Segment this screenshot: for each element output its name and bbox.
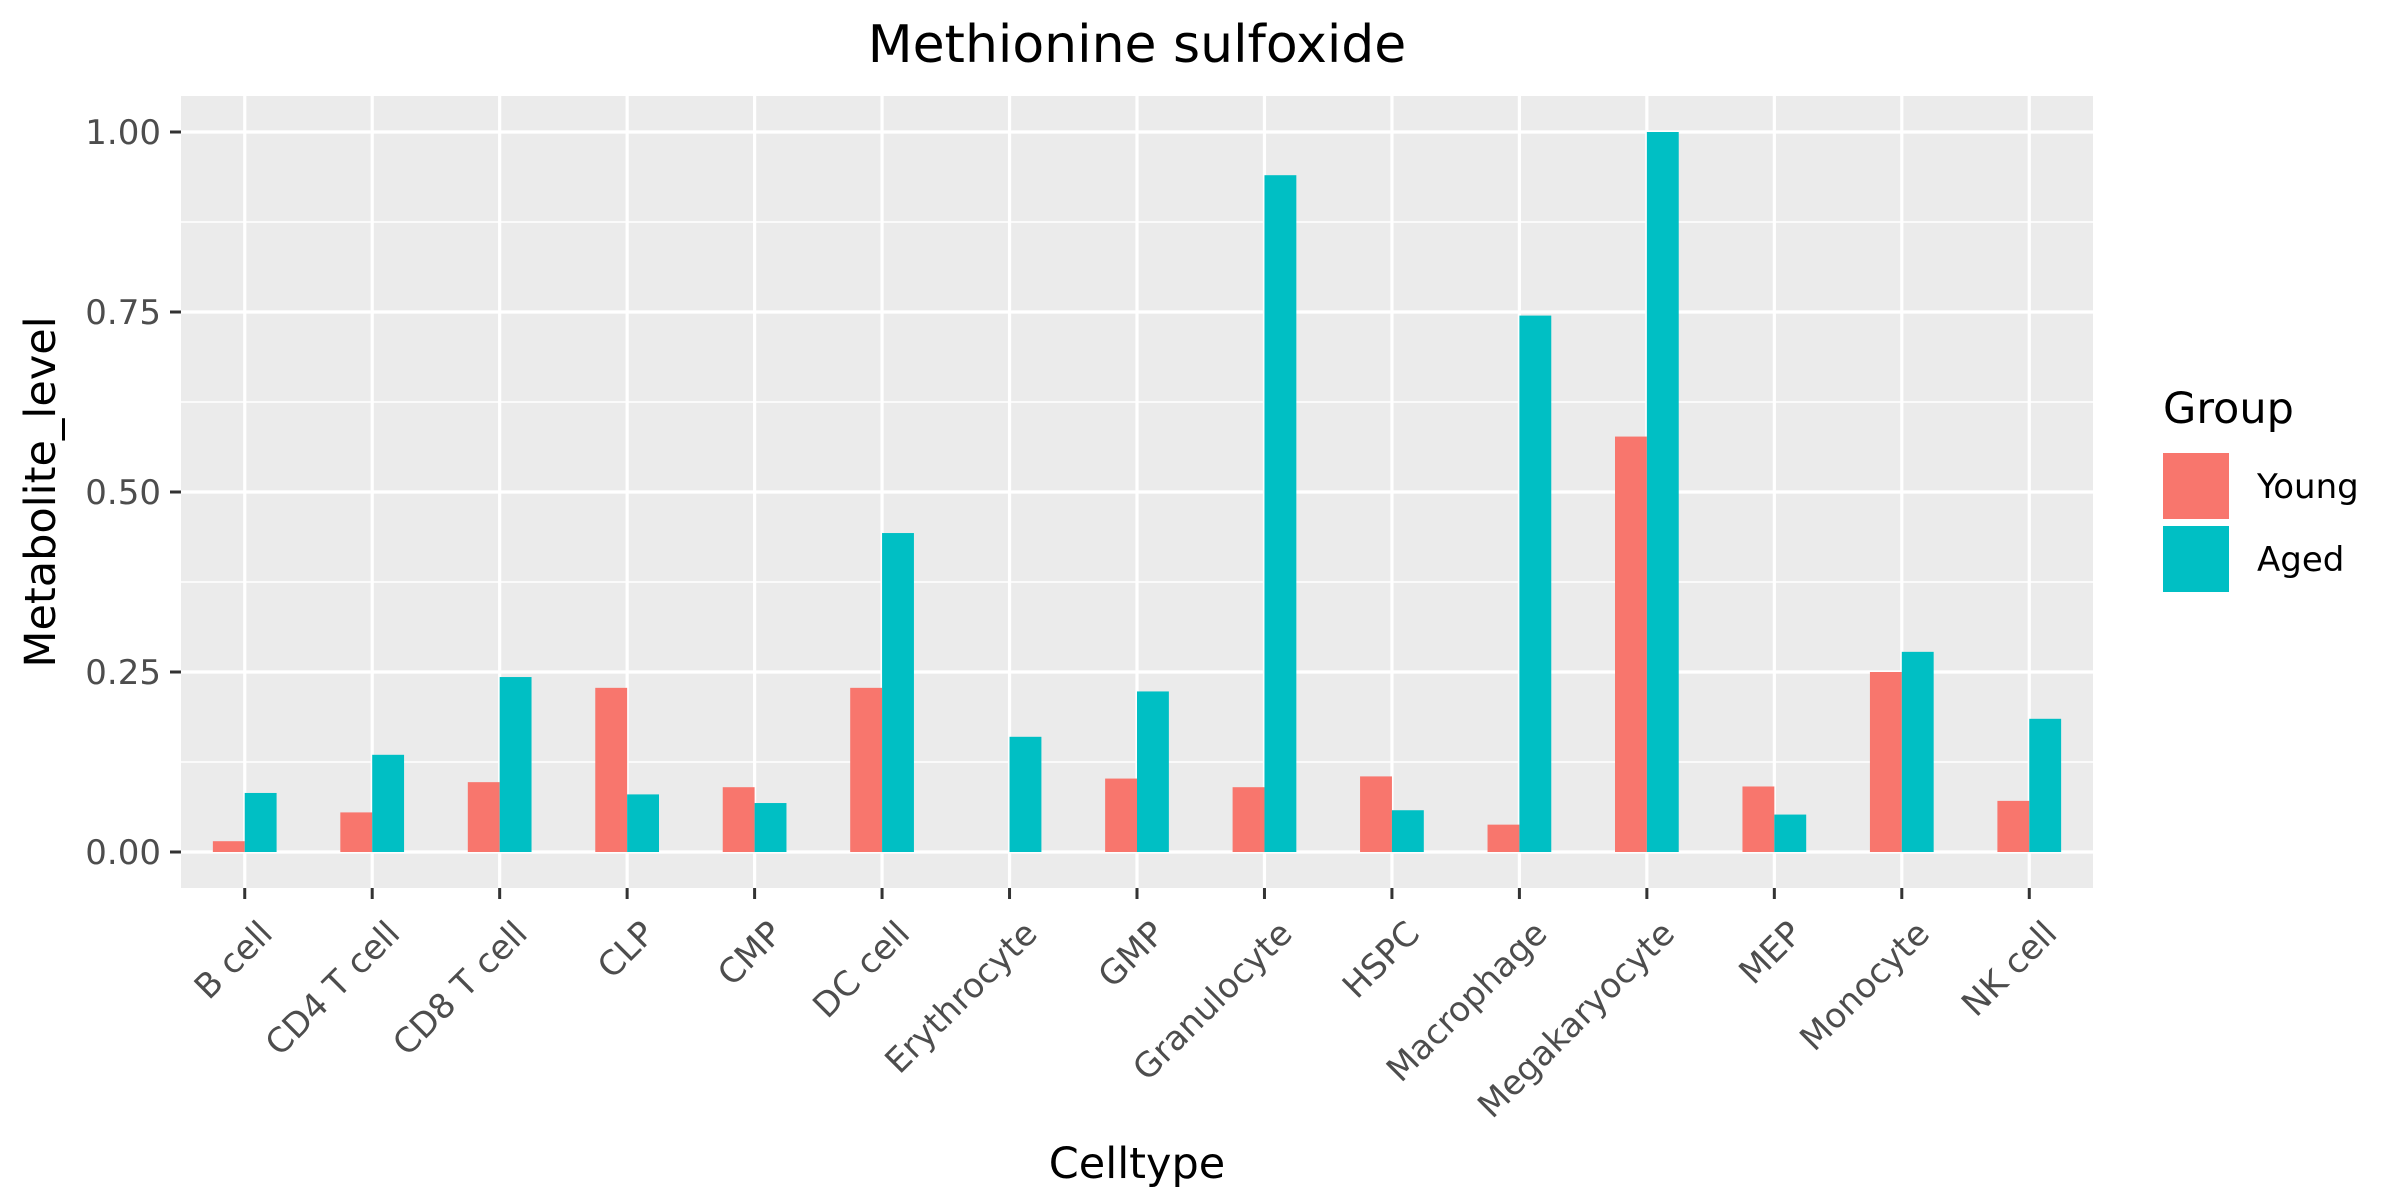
bar-aged-megakaryocyte: [1646, 132, 1679, 852]
bar-aged-erythrocyte: [1009, 736, 1042, 852]
x-tick-label: CD8 T cell: [385, 914, 535, 1064]
legend-label-aged: Aged: [2257, 540, 2344, 580]
bar-young-monocyte: [1869, 672, 1902, 852]
legend-key-aged: [2163, 526, 2229, 592]
bar-young-megakaryocyte: [1615, 436, 1647, 852]
bar-young-gmp: [1105, 778, 1137, 852]
bar-aged-granulocyte: [1264, 175, 1297, 852]
bar-aged-cd8-t-cell: [499, 677, 532, 852]
y-tick-label: 1.00: [85, 113, 161, 153]
bar-aged-clp: [627, 794, 659, 852]
bar-aged-hspc: [1391, 810, 1424, 852]
x-tick-label: CD4 T cell: [258, 914, 408, 1064]
bar-aged-monocyte: [1901, 651, 1934, 852]
y-tick-label: 0.50: [85, 473, 161, 513]
y-tick-label: 0.75: [85, 293, 161, 333]
bar-aged-mep: [1774, 814, 1807, 852]
bar-aged-macrophage: [1519, 315, 1552, 853]
legend-key-young: [2163, 453, 2229, 519]
chart-title: Methionine sulfoxide: [868, 15, 1407, 75]
legend: Group Young Aged: [2163, 384, 2359, 592]
x-tick-label: MEP: [1732, 914, 1811, 993]
x-tick-label: CMP: [710, 914, 790, 994]
x-tick-label: CLP: [590, 914, 663, 987]
bar-young-cmp: [722, 787, 755, 852]
x-tick-label: NK cell: [1954, 914, 2065, 1025]
bar-aged-cd4-t-cell: [372, 754, 405, 852]
bar-young-hspc: [1360, 776, 1392, 852]
x-tick-label: DC cell: [805, 914, 918, 1027]
x-tick-label: B cell: [187, 914, 281, 1008]
bar-young-granulocyte: [1232, 787, 1265, 852]
x-tick-label: HSPC: [1335, 914, 1428, 1007]
bar-aged-cmp: [754, 803, 787, 852]
x-tick-label: Monocyte: [1792, 914, 1937, 1059]
bars: [212, 132, 2062, 853]
legend-label-young: Young: [2256, 467, 2359, 507]
bar-aged-b-cell: [244, 792, 277, 852]
bar-young-clp: [595, 687, 628, 852]
bar-young-nk-cell: [1997, 800, 2030, 852]
bar-young-b-cell: [212, 841, 245, 852]
bar-aged-gmp: [1137, 691, 1169, 852]
bar-young-dc-cell: [850, 687, 883, 852]
legend-title: Group: [2163, 384, 2294, 434]
bar-aged-dc-cell: [882, 533, 914, 852]
bar-young-cd4-t-cell: [340, 812, 373, 852]
y-tick-label: 0.25: [85, 653, 161, 693]
bar-young-cd8-t-cell: [467, 782, 500, 852]
bar-aged-nk-cell: [2029, 718, 2062, 852]
x-axis-title: Celltype: [1049, 1139, 1225, 1189]
bar-young-mep: [1742, 786, 1775, 852]
y-tick-label: 0.00: [85, 833, 161, 873]
x-tick-label: GMP: [1091, 914, 1173, 996]
y-axis-title: Metabolite_level: [16, 316, 66, 667]
bar-young-macrophage: [1487, 824, 1520, 852]
